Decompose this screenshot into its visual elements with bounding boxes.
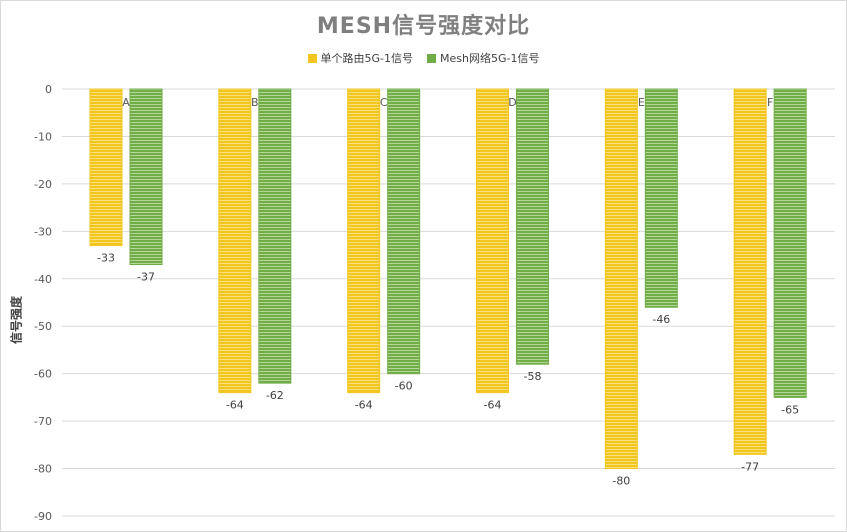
y-tick-label: -40: [34, 273, 52, 286]
bar: [89, 88, 123, 247]
data-label: -46: [652, 313, 670, 326]
bar: [387, 88, 421, 375]
bar: [516, 88, 549, 365]
category-label: C: [380, 96, 388, 109]
data-label: -37: [137, 271, 155, 284]
y-tick-label: -10: [34, 130, 52, 143]
bar: [129, 88, 163, 266]
bar: [347, 88, 381, 394]
legend-swatch-series-2: [427, 53, 437, 63]
bar: [733, 88, 767, 455]
y-tick-label: -90: [34, 510, 52, 523]
data-label: -58: [524, 370, 542, 383]
category-label: D: [508, 96, 516, 109]
bar: [773, 88, 807, 398]
category-label: A: [122, 96, 130, 109]
data-label: -64: [226, 399, 244, 412]
data-label: -60: [395, 380, 413, 393]
y-tick-label: -70: [34, 415, 52, 428]
category-label: E: [638, 96, 645, 109]
legend-item-series-2: Mesh网络5G-1信号: [427, 50, 539, 66]
data-label: -64: [355, 399, 373, 412]
y-tick-label: 0: [45, 83, 52, 96]
chart-title: MESH信号强度对比: [316, 14, 531, 39]
bar: [258, 88, 292, 384]
y-tick-label: -80: [34, 463, 52, 476]
data-label: -80: [612, 475, 630, 488]
data-label: -77: [741, 460, 759, 473]
bar: [476, 88, 509, 394]
legend-item-series-1: 单个路由5G-1信号: [307, 50, 414, 66]
legend: 单个路由5G-1信号 Mesh网络5G-1信号: [0, 50, 847, 66]
y-tick-label: -30: [34, 225, 52, 238]
bar: [218, 88, 252, 394]
bar: [604, 88, 638, 470]
bar: [644, 88, 678, 308]
category-label: B: [251, 96, 259, 109]
category-label: F: [767, 96, 773, 109]
legend-label-series-2: Mesh网络5G-1信号: [440, 52, 540, 65]
data-label: -33: [97, 252, 115, 265]
data-label: -64: [484, 399, 502, 412]
legend-swatch-series-1: [307, 53, 317, 63]
data-label: -65: [781, 403, 799, 416]
data-label: -62: [266, 389, 284, 402]
y-tick-label: -60: [34, 368, 52, 381]
y-tick-label: -50: [34, 320, 52, 333]
legend-label-series-1: 单个路由5G-1信号: [320, 52, 414, 65]
y-tick-label: -20: [34, 178, 52, 191]
